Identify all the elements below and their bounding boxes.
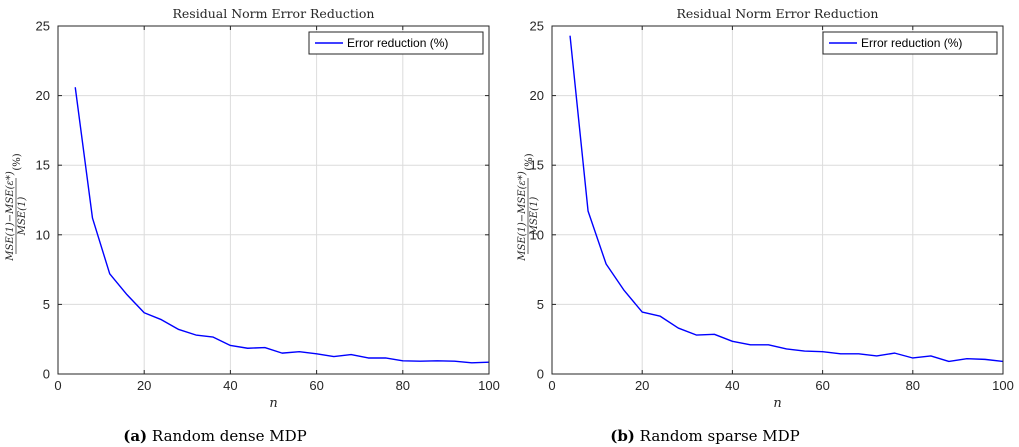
caption-tag: (b) [610,427,635,445]
y-axis-label-denominator: MSE(1) [529,197,540,237]
legend: Error reduction (%) [308,31,484,55]
chart-panel-dense: 0 20 40 60 80 100 0 5 10 15 20 25 Residual Norm Erro… [5,6,500,445]
x-tick-label: 80 [906,378,920,393]
legend: Error reduction (%) [822,31,998,55]
chart-panel-sparse: 0 20 40 60 80 100 0 5 10 15 20 25 Residual Norm Erro… [517,6,1014,445]
axes-box [551,25,1004,375]
x-tick-label: 20 [137,378,151,393]
y-axis-label: MSE(1)−MSE(ε*) MSE(1) (%) [517,153,540,261]
x-tick-label: 40 [725,378,739,393]
y-axis-label-denominator: MSE(1) [17,197,28,237]
legend-box [822,31,998,55]
axes-box [57,25,490,375]
legend-label: Error reduction (%) [861,36,962,50]
x-tick-label: 100 [478,378,500,393]
y-tick-label: 25 [530,19,544,34]
x-axis-label: n [269,396,277,411]
y-axis-label-unit: (%) [12,153,23,170]
caption-text: Random dense MDP [147,427,307,445]
x-tick-label: 60 [815,378,829,393]
y-tick-label: 25 [36,19,50,34]
y-axis-label-numerator: MSE(1)−MSE(ε*) [5,171,16,262]
y-tick-label: 10 [530,227,544,242]
y-tick-label: 15 [530,158,544,173]
x-axis-label: n [773,396,781,411]
y-tick-label: 5 [43,297,50,312]
y-tick-label: 20 [530,88,544,103]
legend-box [308,31,484,55]
y-axis-label-numerator: MSE(1)−MSE(ε*) [517,171,528,262]
y-tick-label: 5 [537,297,544,312]
caption-tag: (a) [123,427,147,445]
y-tick-label: 0 [43,367,50,382]
plot-area [58,26,489,374]
series-line [569,35,1004,363]
caption-text: Random sparse MDP [635,427,800,445]
x-tick-label: 0 [548,378,555,393]
chart-title: Residual Norm Error Reduction [173,6,375,21]
y-tick-label: 10 [36,227,50,242]
figure-caption: (a) Random dense MDP [123,427,307,445]
y-axis-label-unit: (%) [524,153,535,170]
y-axis-label: MSE(1)−MSE(ε*) MSE(1) (%) [5,153,28,261]
x-tick-label: 60 [309,378,323,393]
x-tick-label: 40 [223,378,237,393]
y-tick-label: 0 [537,367,544,382]
figure-caption: (b) Random sparse MDP [610,427,800,445]
legend-label: Error reduction (%) [347,36,448,50]
y-tick-label: 15 [36,158,50,173]
x-tick-label: 80 [396,378,410,393]
plot-area [552,26,1003,374]
x-tick-label: 20 [635,378,649,393]
x-tick-label: 100 [992,378,1014,393]
chart-title: Residual Norm Error Reduction [677,6,879,21]
x-tick-label: 0 [54,378,61,393]
y-tick-label: 20 [36,88,50,103]
series-line [74,87,490,364]
